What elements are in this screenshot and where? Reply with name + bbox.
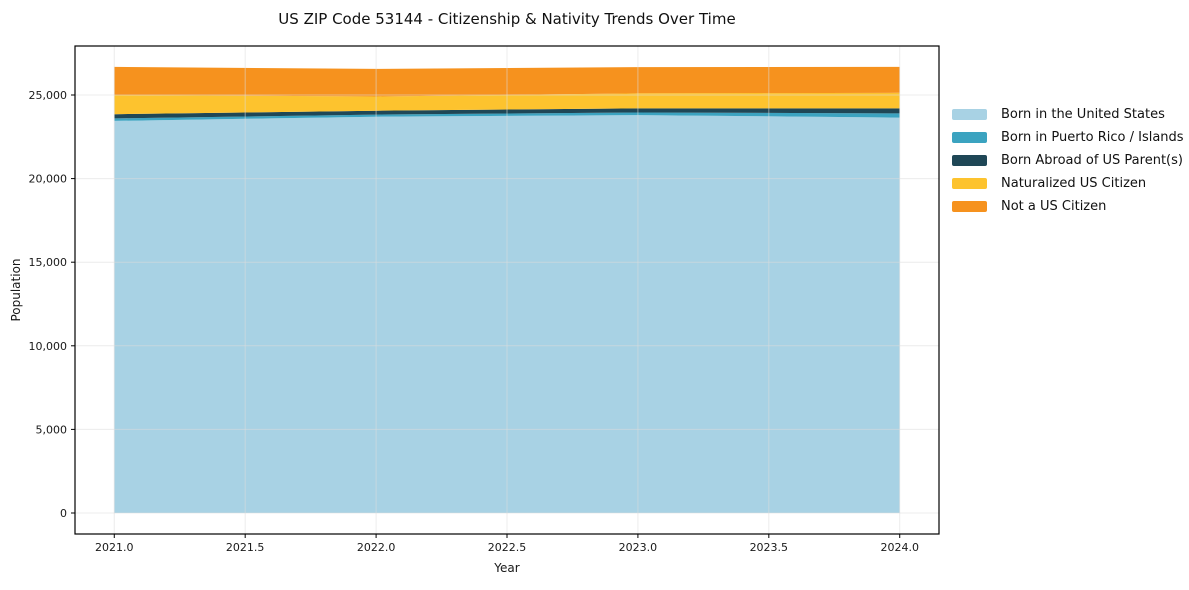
y-tick-label: 25,000 — [29, 89, 68, 102]
legend-label: Born in Puerto Rico / Islands — [1001, 130, 1184, 145]
legend-swatch-icon — [952, 178, 987, 189]
x-tick-label: 2024.0 — [880, 541, 919, 554]
legend-swatch-icon — [952, 132, 987, 143]
legend-label: Naturalized US Citizen — [1001, 176, 1147, 191]
y-tick-label: 5,000 — [36, 423, 68, 436]
x-tick-label: 2022.0 — [357, 541, 396, 554]
legend-swatch-icon — [952, 109, 987, 120]
legend-label: Not a US Citizen — [1001, 199, 1107, 214]
x-axis-ticks: 2021.0 2021.5 2022.0 2022.5 2023.0 2023.5 2024… — [95, 534, 919, 554]
gridlines — [75, 46, 939, 534]
x-tick-label: 2021.5 — [226, 541, 265, 554]
legend-swatch-icon — [952, 201, 987, 212]
chart-title: US ZIP Code 53144 - Citizenship & Nativi… — [278, 10, 736, 28]
legend-label: Born Abroad of US Parent(s) — [1001, 153, 1183, 168]
x-tick-label: 2023.5 — [750, 541, 789, 554]
legend-item-1: Born in Puerto Rico / Islands — [952, 126, 1184, 149]
x-axis-label: Year — [494, 561, 520, 575]
y-tick-label: 20,000 — [29, 173, 68, 186]
area-series-1 — [114, 112, 900, 121]
legend-item-4: Not a US Citizen — [952, 195, 1184, 218]
legend-swatch-icon — [952, 155, 987, 166]
x-tick-label: 2022.5 — [488, 541, 527, 554]
y-tick-label: 0 — [60, 507, 67, 520]
legend-label: Born in the United States — [1001, 107, 1165, 122]
legend: Born in the United States Born in Puerto … — [952, 103, 1184, 218]
legend-item-0: Born in the United States — [952, 103, 1184, 126]
y-tick-label: 10,000 — [29, 340, 68, 353]
legend-item-2: Born Abroad of US Parent(s) — [952, 149, 1184, 172]
x-tick-label: 2021.0 — [95, 541, 134, 554]
y-axis-label: Population — [9, 258, 23, 322]
y-axis-ticks: 0 5,000 10,000 15,000 20,000 25,000 — [29, 89, 75, 520]
legend-item-3: Naturalized US Citizen — [952, 172, 1184, 195]
x-tick-label: 2023.0 — [619, 541, 658, 554]
y-tick-label: 15,000 — [29, 256, 68, 269]
